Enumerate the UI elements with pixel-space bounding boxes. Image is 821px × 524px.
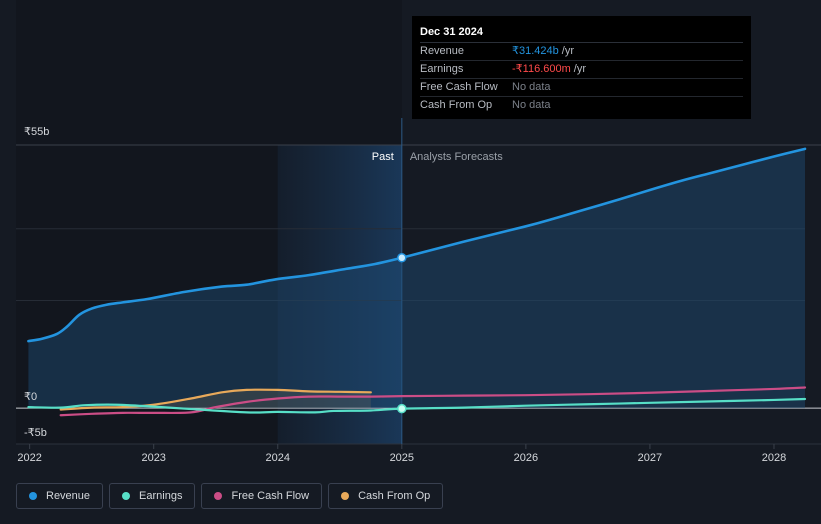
- x-tick-label: 2026: [514, 452, 538, 464]
- legend-dot-icon: [29, 492, 37, 500]
- legend-label: Revenue: [46, 490, 91, 502]
- legend-item-free-cash-flow[interactable]: Free Cash Flow: [201, 483, 323, 509]
- tooltip-value: -₹116.600m: [512, 63, 571, 75]
- x-tick-label: 2028: [762, 452, 786, 464]
- forecast-label: Analysts Forecasts: [410, 151, 503, 163]
- legend-label: Cash From Op: [358, 490, 431, 502]
- legend-label: Free Cash Flow: [231, 490, 310, 502]
- x-tick-label: 2027: [638, 452, 662, 464]
- legend-item-earnings[interactable]: Earnings: [109, 483, 196, 509]
- tooltip-unit: /yr: [573, 63, 587, 75]
- revenue-marker: [397, 253, 407, 263]
- free-cash-flow-line: [59, 386, 807, 417]
- tooltip-date: Dec 31 2024: [420, 24, 743, 43]
- x-tick-label: 2024: [266, 452, 290, 464]
- x-tick-label: 2023: [141, 452, 165, 464]
- cash-from-op-area: [60, 389, 371, 410]
- legend-label: Earnings: [139, 490, 183, 502]
- tooltip-label: Earnings: [420, 63, 464, 75]
- tooltip-value: No data: [512, 99, 551, 111]
- past-label: Past: [372, 151, 394, 163]
- x-tick-label: 2022: [17, 452, 41, 464]
- tooltip-label: Revenue: [420, 45, 465, 57]
- earnings-marker: [397, 403, 407, 414]
- earnings-line: [27, 397, 807, 414]
- legend: Revenue Earnings Free Cash Flow Cash Fro…: [16, 483, 444, 509]
- legend-item-cash-from-op[interactable]: Cash From Op: [328, 483, 444, 509]
- tooltip: Dec 31 2024 Revenue ₹31.424b /yr Earning…: [412, 16, 751, 119]
- y-tick-label: ₹0: [24, 391, 37, 403]
- legend-dot-icon: [122, 492, 131, 500]
- legend-dot-icon: [341, 492, 350, 500]
- tooltip-row-cash-from-op: Cash From Op No data: [420, 97, 743, 114]
- y-tick-label: ₹55b: [24, 126, 49, 138]
- tooltip-value: ₹31.424b: [512, 45, 559, 57]
- x-tick-label: 2025: [390, 452, 414, 464]
- legend-item-revenue[interactable]: Revenue: [16, 483, 104, 509]
- tooltip-value: No data: [512, 81, 551, 93]
- tooltip-unit: /yr: [561, 45, 574, 57]
- tooltip-row-free-cash-flow: Free Cash Flow No data: [420, 79, 743, 97]
- cash-from-op-line: [59, 388, 372, 411]
- tooltip-row-revenue: Revenue ₹31.424b /yr: [420, 43, 743, 61]
- legend-dot-icon: [214, 492, 223, 500]
- revenue-area: [28, 148, 806, 409]
- highlight-region: [277, 145, 402, 444]
- tooltip-label: Free Cash Flow: [420, 81, 498, 93]
- tooltip-label: Cash From Op: [420, 99, 493, 111]
- revenue-line: [27, 147, 807, 343]
- y-tick-label: -₹5b: [24, 427, 47, 439]
- tooltip-row-earnings: Earnings -₹116.600m /yr: [420, 61, 743, 79]
